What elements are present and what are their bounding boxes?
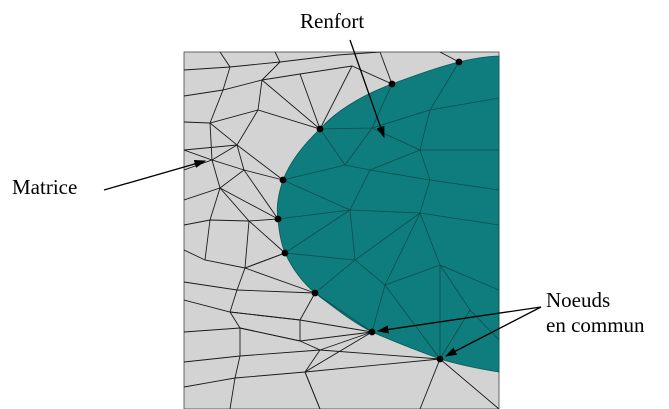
noeuds-arrow-lower bbox=[444, 306, 542, 357]
renfort-label: Renfort bbox=[300, 9, 364, 33]
node bbox=[388, 80, 396, 88]
node bbox=[316, 125, 324, 133]
node bbox=[281, 249, 289, 257]
reinforcement-mesh bbox=[277, 61, 499, 360]
matrice-label: Matrice bbox=[12, 175, 77, 199]
matrix-mesh bbox=[184, 52, 499, 409]
node bbox=[436, 355, 444, 363]
node bbox=[274, 215, 282, 223]
node bbox=[311, 289, 319, 297]
noeuds-label-line1: Noeuds bbox=[546, 288, 610, 312]
noeuds-arrow-upper bbox=[376, 306, 542, 334]
noeuds-label-line2: en commun bbox=[546, 313, 645, 337]
shared-nodes bbox=[274, 58, 463, 363]
renfort-arrow bbox=[349, 39, 385, 139]
matrice-arrow bbox=[103, 159, 207, 191]
node bbox=[279, 176, 287, 184]
node bbox=[455, 58, 463, 66]
node bbox=[368, 328, 376, 336]
